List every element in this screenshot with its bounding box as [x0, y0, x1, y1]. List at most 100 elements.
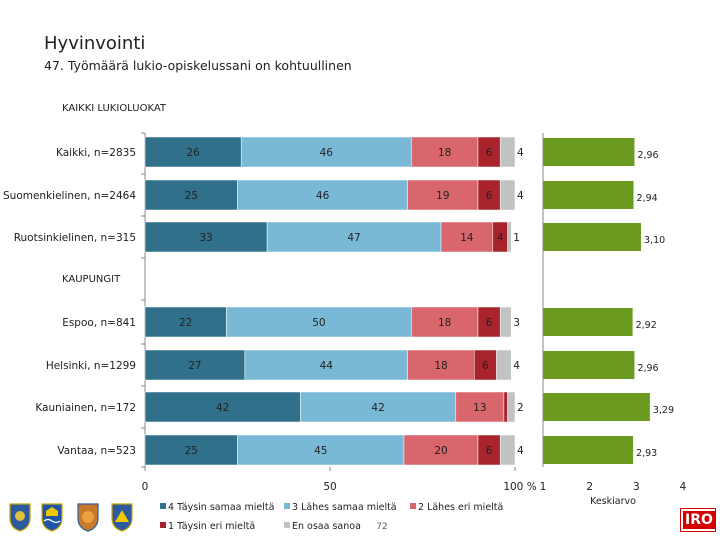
mean-bar	[543, 223, 641, 251]
data-label: 4	[513, 360, 520, 372]
bar-segment	[226, 306, 412, 338]
data-label: 25	[185, 445, 198, 457]
kauniainen-crest-icon	[77, 503, 99, 532]
data-label: 20	[434, 445, 447, 457]
x-tick-label: 50	[323, 481, 336, 493]
legend-label: En osaa sanoa	[292, 521, 361, 532]
data-label: 6	[486, 445, 493, 457]
data-label: 46	[316, 190, 330, 202]
bar-segment	[496, 349, 512, 381]
data-label: 50	[312, 317, 325, 329]
data-label: 27	[188, 360, 201, 372]
data-label: 33	[199, 232, 212, 244]
bar-segment	[240, 136, 412, 168]
mean-label: 2,94	[637, 193, 658, 204]
data-label: 6	[486, 190, 493, 202]
group-label: KAUPUNGIT	[62, 274, 121, 285]
mean-bar	[543, 393, 650, 421]
legend-swatch	[160, 503, 166, 509]
data-label: 25	[185, 190, 198, 202]
bar-segment	[144, 221, 268, 253]
bar-segment	[499, 434, 516, 466]
bar-segment	[300, 391, 457, 423]
data-label: 26	[186, 147, 200, 159]
data-label: 14	[460, 232, 474, 244]
legend-swatch	[410, 503, 416, 509]
mean-bar	[543, 138, 635, 166]
mean-bar	[543, 181, 634, 209]
bar-segment	[499, 306, 512, 338]
data-label: 3	[513, 317, 520, 329]
data-label: 46	[320, 147, 334, 159]
legend-label: 4 Täysin samaa mieltä	[168, 502, 274, 513]
mean-tick-label: 4	[680, 481, 687, 493]
mean-label: 2,96	[637, 150, 658, 161]
data-label: 2	[517, 402, 524, 414]
data-label: 18	[434, 360, 447, 372]
data-label: 42	[371, 402, 384, 414]
mean-bar	[543, 436, 634, 464]
data-label: 4	[517, 445, 524, 457]
legend-label: 3 Lähes samaa mieltä	[292, 502, 397, 513]
bar-segment	[440, 221, 494, 253]
category-label: Vantaa, n=523	[57, 445, 136, 457]
mean-label: 3,29	[653, 405, 674, 416]
bar-segment	[411, 306, 479, 338]
data-label: 18	[438, 147, 451, 159]
mean-tick-label: 2	[586, 481, 593, 493]
mean-bar	[543, 351, 635, 379]
legend-swatch	[284, 503, 290, 509]
data-label: 6	[482, 360, 489, 372]
mean-label: 2,92	[636, 320, 657, 331]
data-label: 6	[486, 147, 493, 159]
espoo-crest-icon	[9, 503, 31, 532]
x-tick-label: 100 %	[503, 481, 536, 493]
bar-segment	[407, 349, 475, 381]
category-label: Ruotsinkielinen, n=315	[14, 232, 136, 244]
bar-segment	[266, 221, 442, 253]
page-number: 72	[376, 522, 387, 532]
bar-segment	[507, 221, 512, 253]
mean-axis-title: Keskiarvo	[590, 496, 636, 507]
bar-segment	[407, 179, 479, 211]
data-label: 4	[517, 190, 524, 202]
bar-segment	[499, 136, 516, 168]
data-label: 1	[513, 232, 520, 244]
vantaa-crest-icon	[111, 503, 133, 532]
category-label: Kaikki, n=2835	[56, 147, 136, 159]
mean-tick-label: 3	[633, 481, 640, 493]
question-subtitle: 47. Työmäärä lukio-opiskelussani on koht…	[44, 58, 352, 73]
bar-segment	[455, 391, 505, 423]
data-label: 4	[517, 147, 524, 159]
bar-segment	[237, 434, 405, 466]
data-label: 18	[438, 317, 451, 329]
data-label: 44	[320, 360, 334, 372]
mean-label: 3,10	[644, 235, 665, 246]
bar-segment	[411, 136, 479, 168]
bar-segment	[144, 391, 301, 423]
iro-logo-text: IRO	[683, 511, 715, 529]
x-tick-label: 0	[142, 481, 149, 493]
group-label: KAIKKI LUKIOLUOKAT	[62, 103, 167, 114]
legend-label: 2 Lähes eri mieltä	[418, 502, 503, 513]
mean-label: 2,96	[637, 363, 658, 374]
bar-segment	[244, 349, 408, 381]
category-label: Espoo, n=841	[62, 317, 136, 329]
legend-swatch	[284, 522, 290, 528]
bar-segment	[499, 179, 516, 211]
bar-segment	[144, 179, 238, 211]
data-label: 6	[486, 317, 493, 329]
category-label: Kauniainen, n=172	[35, 402, 136, 414]
data-label: 22	[179, 317, 192, 329]
data-label: 19	[436, 190, 449, 202]
helsinki-crest-icon	[41, 503, 63, 532]
data-label: 4	[497, 232, 504, 244]
mean-bar	[543, 308, 633, 336]
bar-segment	[144, 306, 227, 338]
mean-label: 2,93	[636, 448, 657, 459]
legend-swatch	[160, 522, 166, 528]
category-label: Helsinki, n=1299	[46, 360, 136, 372]
iro-logo: IRO	[680, 508, 716, 532]
bar-segment	[403, 434, 479, 466]
